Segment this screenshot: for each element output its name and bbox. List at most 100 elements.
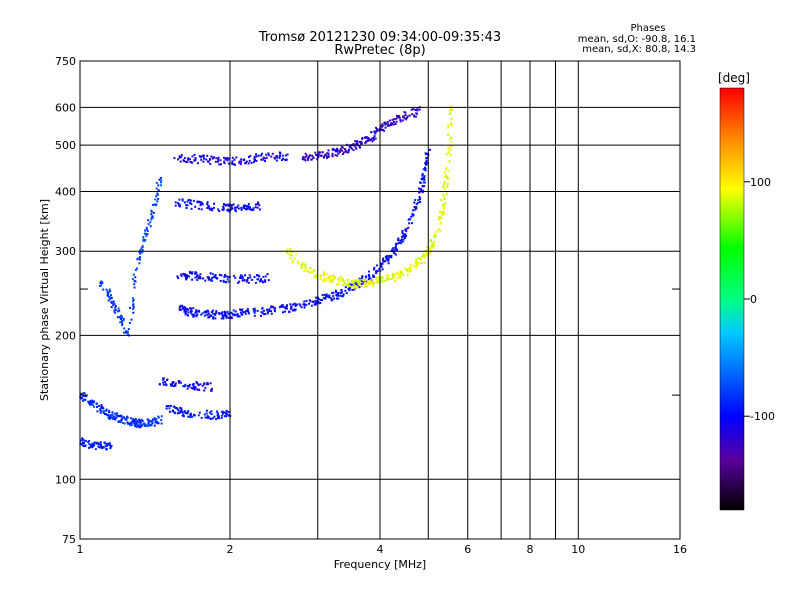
data-point [351,283,354,286]
data-point [394,123,397,126]
data-point [82,398,85,401]
data-point [393,118,396,121]
data-point [174,384,177,387]
data-point [292,261,295,264]
data-point [190,386,193,389]
data-point [141,420,144,423]
data-point [164,383,167,386]
data-point [183,274,186,277]
data-point [266,308,269,311]
data-point [290,254,293,257]
data-point [399,276,402,279]
data-point [191,271,194,274]
data-point [248,207,251,210]
data-point [424,167,427,170]
data-point [416,264,419,267]
data-point [191,278,194,281]
data-point [419,181,422,184]
data-point [117,415,120,418]
data-point [411,113,414,116]
data-point [186,384,189,387]
data-point [407,226,410,229]
data-point [369,279,372,282]
data-point [255,155,258,158]
data-point [332,295,335,298]
data-point [110,306,113,309]
data-point [184,313,187,316]
data-point [84,444,87,447]
y-axis: 75 100 200 300 400 500 600 750 [55,55,76,546]
data-point [446,175,449,178]
data-point [378,268,381,271]
colorbar-tick-label: -100 [750,410,775,423]
data-point [252,308,255,311]
data-point [194,276,197,279]
data-point [106,294,109,297]
data-point [100,280,103,283]
data-point [152,211,155,214]
data-point [131,297,134,300]
data-point [325,295,328,298]
data-point [125,418,128,421]
data-point [382,257,385,260]
data-point [217,415,220,418]
data-point [382,260,385,263]
data-point [215,310,218,313]
data-point [238,161,241,164]
data-point [242,204,245,207]
data-point [270,155,273,158]
data-point [246,206,249,209]
data-point [209,272,212,275]
data-point [240,313,243,316]
data-point [209,208,212,211]
data-point [385,258,388,261]
data-point [147,421,150,424]
data-point [207,310,210,313]
data-point [91,403,94,406]
data-point [126,421,129,424]
data-point [434,234,437,237]
data-point [223,203,226,206]
data-point [94,448,97,451]
data-point [175,407,178,410]
data-point [207,312,210,315]
data-point [428,148,431,151]
data-point [198,201,201,204]
data-point [112,304,115,307]
data-point [351,288,354,291]
data-point [138,426,141,429]
data-point [226,310,229,313]
data-point [150,424,153,427]
data-point [218,311,221,314]
data-point [441,203,444,206]
data-point [413,115,416,118]
data-point [145,226,148,229]
data-point [181,199,184,202]
data-point [315,299,318,302]
data-point [408,222,411,225]
data-point [410,108,413,111]
data-point [225,316,228,319]
data-point [189,202,192,205]
data-point [447,146,450,149]
data-point [254,203,257,206]
data-point [328,276,331,279]
data-point [423,255,426,258]
data-point [153,424,156,427]
data-point [293,257,296,260]
data-point [188,415,191,418]
data-point [91,442,94,445]
data-point [306,270,309,273]
data-point [275,154,278,157]
data-point [376,276,379,279]
data-point [254,281,257,284]
data-point [367,273,370,276]
data-point [231,312,234,315]
data-point [195,313,198,316]
data-point [240,158,243,161]
data-point [185,276,188,279]
data-point [170,384,173,387]
data-point [183,273,186,276]
data-point [131,417,134,420]
data-point [367,136,370,139]
